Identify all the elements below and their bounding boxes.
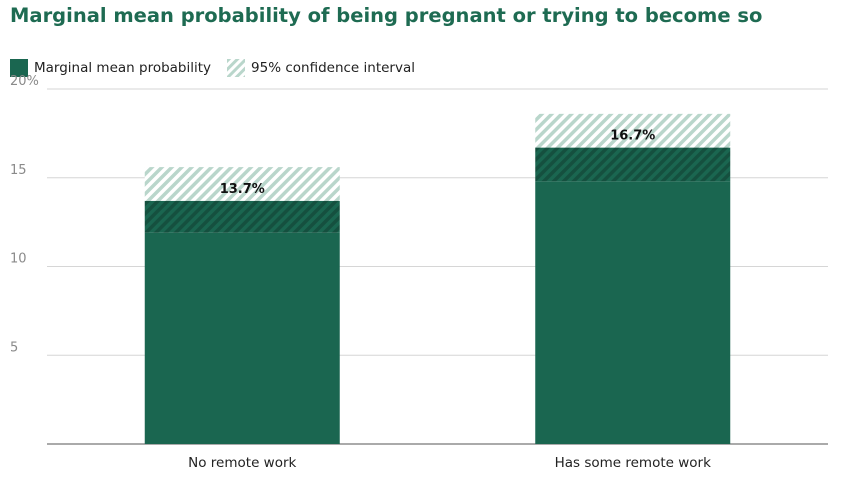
ci-lower-band [144,200,340,233]
solid-swatch-icon [10,59,28,77]
bar [535,181,731,445]
category-label: No remote work [188,455,296,471]
y-tick-label: 10 [10,252,27,267]
legend-label-ci: 95% confidence interval [251,60,415,76]
y-tick-label: 5 [10,340,18,355]
y-tick-label: 15 [10,163,27,178]
chart-title: Marginal mean probability of being pregn… [10,4,763,27]
ci-upper-band [144,167,340,201]
legend-item-mean: Marginal mean probability [10,59,211,77]
data-label: 16.7% [610,129,655,144]
y-tick-label: 20% [10,74,39,89]
legend-item-ci: 95% confidence interval [227,59,415,77]
legend-label-mean: Marginal mean probability [34,60,212,76]
ci-upper-band [535,113,731,148]
category-label: Has some remote work [555,455,712,471]
data-label: 13.7% [220,182,265,197]
hatched-swatch-icon [227,59,246,77]
legend: Marginal mean probability 95% confidence… [10,58,431,78]
bar [144,232,340,444]
ci-lower-band [535,147,731,182]
